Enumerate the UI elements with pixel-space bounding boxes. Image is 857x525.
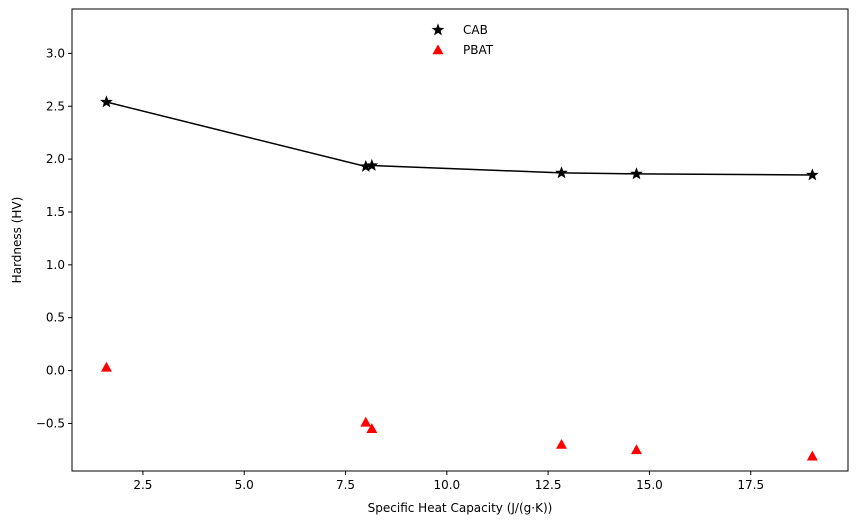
legend: CAB PBAT — [431, 23, 494, 57]
data-point-pbat — [556, 438, 567, 449]
y-tick-label: 0.5 — [46, 311, 65, 325]
y-tick-label: 3.0 — [46, 46, 65, 60]
legend-label-cab: CAB — [463, 23, 488, 37]
data-point-cab — [555, 166, 568, 179]
x-tick-label: 15.0 — [636, 478, 663, 492]
x-axis-ticks: 2.5 5.0 7.5 10.0 12.5 15.0 17.5 — [133, 471, 764, 492]
y-tick-label: 0.0 — [46, 364, 65, 378]
x-tick-label: 5.0 — [235, 478, 254, 492]
x-tick-label: 7.5 — [336, 478, 355, 492]
data-point-pbat — [366, 423, 378, 433]
y-tick-label: 2.5 — [46, 99, 65, 113]
y-axis-label: Hardness (HV) — [10, 197, 24, 284]
y-tick-label: −0.5 — [36, 416, 65, 430]
x-tick-label: 2.5 — [133, 478, 152, 492]
series-line-cab — [106, 101, 813, 176]
x-tick-label: 10.0 — [433, 478, 460, 492]
legend-marker-cab — [431, 23, 445, 36]
data-point-pbat — [806, 450, 818, 461]
data-point-cab — [100, 95, 113, 108]
x-tick-label: 12.5 — [535, 478, 562, 492]
data-point-pbat — [360, 416, 372, 427]
y-tick-label: 1.5 — [46, 205, 65, 219]
data-point-pbat — [100, 361, 112, 372]
axes-frame — [71, 8, 849, 472]
y-tick-label: 2.0 — [46, 152, 65, 166]
y-axis-ticks: −0.5 0.0 0.5 1.0 1.5 2.0 2.5 3.0 — [36, 46, 72, 430]
data-point-pbat — [630, 444, 642, 455]
data-point-cab — [365, 158, 379, 171]
data-point-cab — [806, 168, 819, 181]
y-tick-label: 1.0 — [46, 258, 65, 272]
legend-marker-pbat — [432, 44, 444, 55]
x-axis-label: Specific Heat Capacity (J/(g·K)) — [368, 501, 553, 515]
legend-label-pbat: PBAT — [463, 43, 494, 57]
series-layer — [100, 95, 819, 461]
plot-area — [71, 8, 849, 472]
data-point-cab — [630, 167, 643, 180]
x-tick-label: 17.5 — [737, 478, 764, 492]
